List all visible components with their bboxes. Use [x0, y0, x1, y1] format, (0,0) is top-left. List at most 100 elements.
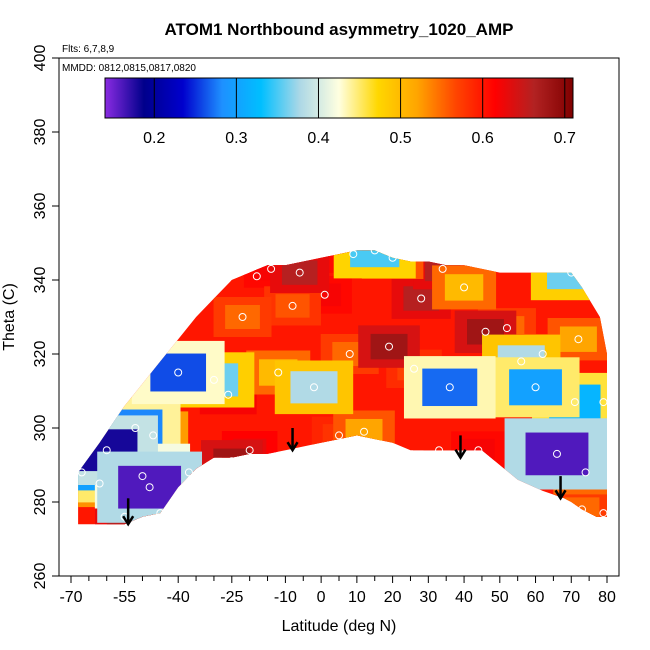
data-point	[577, 505, 586, 514]
x-tick-label: 0	[317, 589, 326, 606]
heatmap-blobs	[78, 250, 608, 525]
data-point	[445, 383, 454, 392]
y-tick-label: 340	[32, 267, 49, 294]
data-point	[274, 368, 283, 377]
x-axis: -70 -55 -40 -25 -10 0 10 20 30 40 50 60 70 80	[59, 576, 616, 606]
colorbar-tick-label: 0.2	[143, 130, 165, 147]
data-point	[574, 335, 583, 344]
x-tick-label: -55	[113, 589, 136, 606]
x-tick-label: -25	[220, 589, 243, 606]
data-point	[252, 272, 261, 281]
data-point	[531, 383, 540, 392]
flight-arrow	[122, 498, 135, 527]
data-point	[174, 368, 183, 377]
x-tick-label: 40	[455, 589, 473, 606]
x-tick-label: -10	[274, 589, 297, 606]
chart-title: ATOM1 Northbound asymmetry_1020_AMP	[165, 20, 514, 39]
data-point	[388, 253, 397, 262]
data-point	[345, 350, 354, 358]
dates-label: MMDD: 0812,0815,0817,0820	[62, 63, 196, 74]
flights-label: Flts: 6,7,8,9	[62, 44, 115, 55]
data-point	[156, 509, 165, 518]
data-point	[349, 250, 358, 259]
x-tick-label: 60	[527, 589, 545, 606]
y-tick-label: 320	[32, 341, 49, 368]
x-axis-label: Latitude (deg N)	[282, 618, 397, 635]
heatmap-cell	[290, 371, 338, 404]
x-tick-label: 30	[419, 589, 437, 606]
data-point	[460, 283, 469, 292]
colorbar: 0.2 0.3 0.4 0.5 0.6 0.7	[104, 77, 576, 147]
data-point	[410, 364, 419, 373]
flight-arrow	[286, 428, 299, 453]
heatmap-cell	[422, 368, 478, 407]
x-tick-label: -70	[59, 589, 82, 606]
data-point	[288, 301, 297, 310]
heatmap-cell	[559, 326, 597, 352]
data-point	[360, 427, 369, 436]
data-point	[245, 446, 254, 455]
data-point	[227, 457, 236, 466]
data-point	[481, 327, 490, 336]
data-point	[320, 290, 329, 299]
x-tick-label: 10	[348, 589, 366, 606]
x-tick-label: 20	[384, 589, 402, 606]
data-point	[552, 449, 561, 458]
x-tick-label: -40	[167, 589, 190, 606]
data-point	[138, 472, 147, 481]
observation-points	[77, 246, 608, 521]
colorbar-ticks: 0.2 0.3 0.4 0.5 0.6 0.7	[143, 78, 576, 147]
data-point	[570, 398, 579, 407]
data-point	[370, 246, 379, 255]
x-tick-label: 70	[562, 589, 580, 606]
data-point	[209, 375, 218, 384]
heatmap-cell	[275, 294, 310, 318]
data-point	[102, 446, 111, 455]
data-point	[238, 313, 247, 321]
heatmap-cell	[370, 333, 408, 360]
y-tick-label: 380	[32, 119, 49, 146]
data-point	[517, 357, 526, 366]
data-point	[131, 424, 140, 432]
colorbar-tick-label: 0.3	[225, 130, 247, 147]
y-tick-label: 280	[32, 489, 49, 516]
data-point	[385, 342, 394, 351]
x-tick-label: 50	[491, 589, 509, 606]
flight-arrow	[454, 435, 467, 460]
flight-arrows	[122, 428, 567, 527]
y-tick-label: 300	[32, 415, 49, 442]
y-tick-label: 400	[32, 45, 49, 72]
data-point	[435, 446, 444, 455]
data-point	[77, 468, 86, 477]
data-point	[267, 264, 276, 273]
data-point	[149, 431, 158, 440]
y-tick-label: 360	[32, 193, 49, 220]
data-point	[438, 264, 447, 273]
data-point	[95, 479, 104, 488]
colorbar-tick-label: 0.6	[472, 130, 494, 147]
data-point	[567, 268, 576, 277]
colorbar-tick-label: 0.7	[554, 130, 576, 147]
data-point	[184, 468, 193, 477]
data-point	[599, 398, 608, 407]
data-point	[145, 483, 154, 492]
y-axis-label: Theta (C)	[1, 283, 18, 351]
data-point	[502, 324, 511, 333]
data-point	[335, 431, 343, 440]
y-axis: 260 280 300 320 340 360 380 400	[32, 45, 59, 590]
heatmap-cell	[509, 369, 562, 406]
y-tick-label: 260	[32, 563, 49, 590]
data-point	[309, 383, 318, 392]
data-point	[538, 350, 547, 358]
heatmap-cell	[444, 274, 484, 301]
data-point	[417, 294, 426, 303]
data-point	[581, 468, 590, 477]
data-point	[474, 446, 483, 455]
heatmap-cell	[525, 432, 589, 476]
flight-arrow	[554, 476, 567, 501]
x-tick-label: 80	[598, 589, 616, 606]
colorbar-tick-label: 0.5	[389, 130, 411, 147]
data-point	[599, 509, 608, 518]
colorbar-gradient	[104, 77, 574, 119]
